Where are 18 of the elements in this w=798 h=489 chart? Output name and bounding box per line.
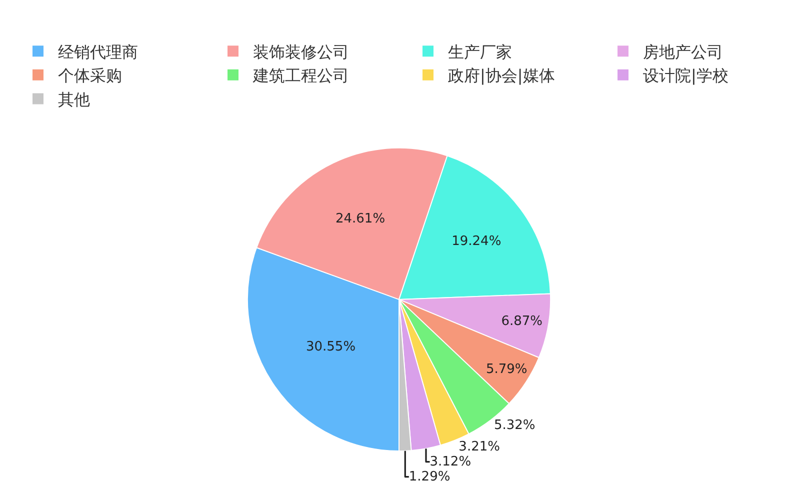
data-label: 3.12%: [430, 454, 472, 470]
data-label: 1.29%: [408, 469, 450, 484]
data-label: 5.79%: [486, 362, 528, 377]
data-label: 24.61%: [335, 212, 386, 227]
legend-label: 房地产公司: [643, 42, 723, 62]
legend-label: 个体采购: [58, 66, 122, 86]
legend-label: 建筑工程公司: [252, 66, 349, 86]
legend-label: 装饰装修公司: [253, 42, 349, 62]
legend-label: 生产厂家: [448, 42, 512, 62]
legend-label: 其他: [58, 90, 90, 109]
data-label: 5.32%: [494, 418, 536, 433]
legend-label: 设计院|学校: [643, 66, 728, 86]
data-label: 19.24%: [452, 234, 502, 250]
data-label: 6.87%: [501, 314, 543, 330]
data-label: 30.55%: [306, 340, 356, 355]
legend-label: 经销代理商: [58, 42, 138, 62]
data-label: 3.21%: [458, 439, 500, 454]
legend-label: 政府|协会|媒体: [448, 66, 555, 86]
